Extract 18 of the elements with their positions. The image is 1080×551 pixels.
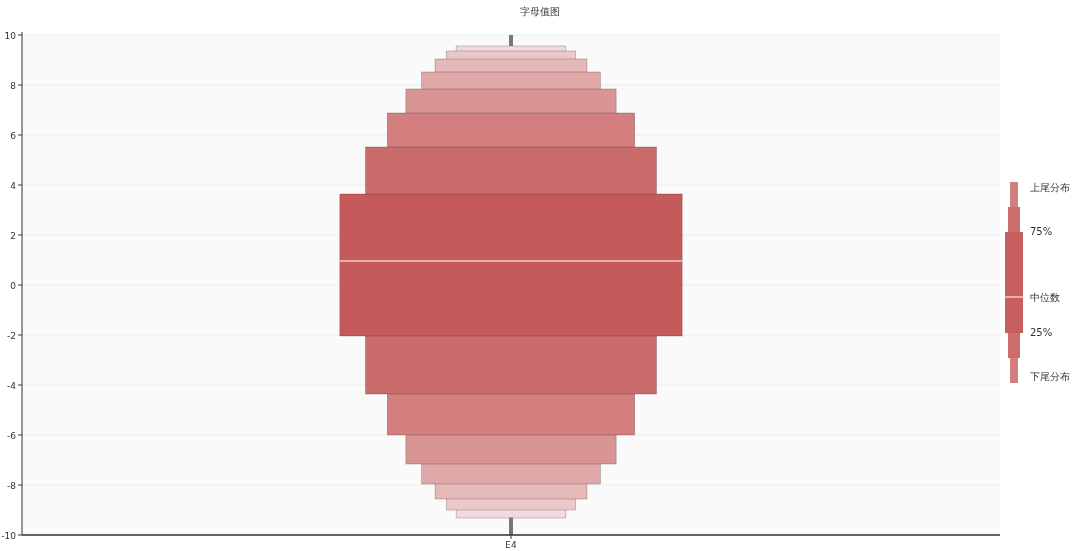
y-tick-label: -10 — [1, 530, 17, 541]
y-tick-label: 10 — [4, 30, 17, 41]
y-tick-label: 6 — [10, 130, 17, 141]
text: 75% — [1030, 226, 1053, 237]
x-tick-label: E4 — [505, 540, 517, 550]
y-tick-label: -6 — [7, 430, 17, 441]
chart-title: 字母值图 — [520, 6, 560, 17]
y-tick-label: -8 — [7, 480, 17, 491]
y-tick-label: 2 — [10, 230, 16, 241]
text: 下尾分布 — [1030, 371, 1070, 382]
y-tick-label: 0 — [10, 280, 17, 291]
text: 25% — [1030, 327, 1053, 338]
text: 上尾分布 — [1030, 182, 1070, 193]
text: 中位数 — [1030, 292, 1060, 303]
y-tick-label: 4 — [10, 180, 17, 191]
y-tick-label: 8 — [10, 80, 17, 91]
y-tick-label: -4 — [7, 380, 17, 391]
y-tick-label: -2 — [7, 330, 16, 341]
